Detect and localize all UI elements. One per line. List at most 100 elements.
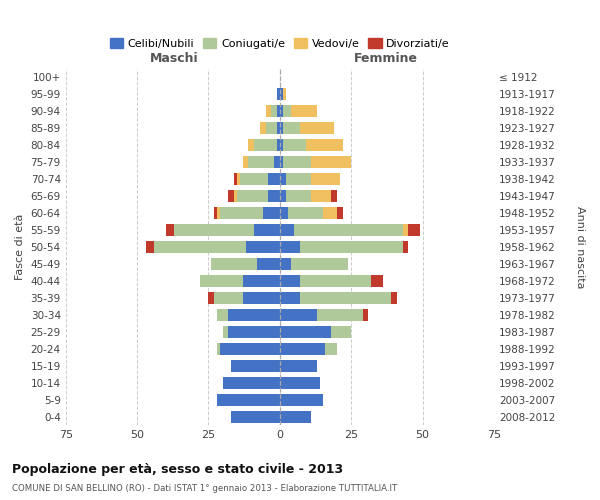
Bar <box>403 241 408 253</box>
Text: Femmine: Femmine <box>353 52 418 66</box>
Bar <box>217 342 220 355</box>
Bar <box>311 156 351 168</box>
Bar <box>240 173 268 185</box>
Bar <box>248 156 274 168</box>
Bar <box>220 207 263 219</box>
Bar <box>260 122 266 134</box>
Bar <box>217 308 229 321</box>
Bar <box>280 173 286 185</box>
Bar <box>403 224 408 236</box>
Bar <box>271 105 277 118</box>
Bar <box>323 207 337 219</box>
Bar <box>280 326 331 338</box>
Bar <box>208 292 214 304</box>
Legend: Celibi/Nubili, Coniugati/e, Vedovi/e, Divorziati/e: Celibi/Nubili, Coniugati/e, Vedovi/e, Di… <box>106 34 454 53</box>
Bar <box>280 122 283 134</box>
Bar <box>274 156 280 168</box>
Bar <box>337 207 343 219</box>
Bar <box>277 105 280 118</box>
Bar <box>362 308 368 321</box>
Bar <box>166 224 174 236</box>
Bar <box>245 241 280 253</box>
Text: COMUNE DI SAN BELLINO (RO) - Dati ISTAT 1° gennaio 2013 - Elaborazione TUTTITALI: COMUNE DI SAN BELLINO (RO) - Dati ISTAT … <box>12 484 397 493</box>
Bar <box>229 326 280 338</box>
Bar <box>300 241 403 253</box>
Bar <box>280 275 300 287</box>
Bar <box>254 224 280 236</box>
Bar <box>277 122 280 134</box>
Bar <box>280 156 283 168</box>
Bar <box>280 207 289 219</box>
Bar <box>280 241 300 253</box>
Bar <box>280 394 323 406</box>
Bar <box>254 139 277 151</box>
Bar <box>280 308 317 321</box>
Bar <box>268 190 280 202</box>
Bar <box>280 360 317 372</box>
Bar <box>146 241 154 253</box>
Text: Popolazione per età, sesso e stato civile - 2013: Popolazione per età, sesso e stato civil… <box>12 462 343 475</box>
Bar <box>280 88 283 101</box>
Bar <box>280 190 286 202</box>
Bar <box>211 258 257 270</box>
Bar <box>234 173 237 185</box>
Bar <box>223 326 229 338</box>
Bar <box>242 156 248 168</box>
Bar <box>283 88 286 101</box>
Bar <box>214 292 242 304</box>
Bar <box>280 258 291 270</box>
Bar <box>300 292 391 304</box>
Bar <box>220 342 280 355</box>
Bar <box>214 207 217 219</box>
Bar <box>280 292 300 304</box>
Bar <box>283 105 291 118</box>
Bar <box>331 326 351 338</box>
Y-axis label: Fasce di età: Fasce di età <box>15 214 25 280</box>
Bar <box>234 190 237 202</box>
Bar <box>231 360 280 372</box>
Bar <box>294 224 403 236</box>
Bar <box>331 190 337 202</box>
Bar <box>289 207 323 219</box>
Text: Maschi: Maschi <box>150 52 199 66</box>
Bar <box>283 122 300 134</box>
Bar <box>371 275 383 287</box>
Bar <box>305 139 343 151</box>
Bar <box>217 207 220 219</box>
Bar <box>280 376 320 389</box>
Bar <box>280 410 311 423</box>
Bar <box>311 173 340 185</box>
Bar <box>268 173 280 185</box>
Bar <box>229 190 234 202</box>
Bar <box>223 376 280 389</box>
Bar <box>300 275 371 287</box>
Bar <box>154 241 245 253</box>
Bar <box>237 173 240 185</box>
Bar <box>300 122 334 134</box>
Bar <box>280 105 283 118</box>
Bar <box>317 308 362 321</box>
Bar <box>291 258 349 270</box>
Bar <box>174 224 254 236</box>
Bar <box>277 88 280 101</box>
Bar <box>248 139 254 151</box>
Bar <box>242 275 280 287</box>
Bar <box>217 394 280 406</box>
Bar <box>283 156 311 168</box>
Bar <box>229 308 280 321</box>
Bar <box>257 258 280 270</box>
Bar <box>277 139 280 151</box>
Bar <box>311 190 331 202</box>
Bar <box>280 342 325 355</box>
Bar <box>286 173 311 185</box>
Bar <box>280 139 283 151</box>
Y-axis label: Anni di nascita: Anni di nascita <box>575 206 585 288</box>
Bar <box>283 139 305 151</box>
Bar <box>200 275 242 287</box>
Bar <box>242 292 280 304</box>
Bar <box>280 224 294 236</box>
Bar <box>266 105 271 118</box>
Bar <box>237 190 268 202</box>
Bar <box>266 122 277 134</box>
Bar <box>291 105 317 118</box>
